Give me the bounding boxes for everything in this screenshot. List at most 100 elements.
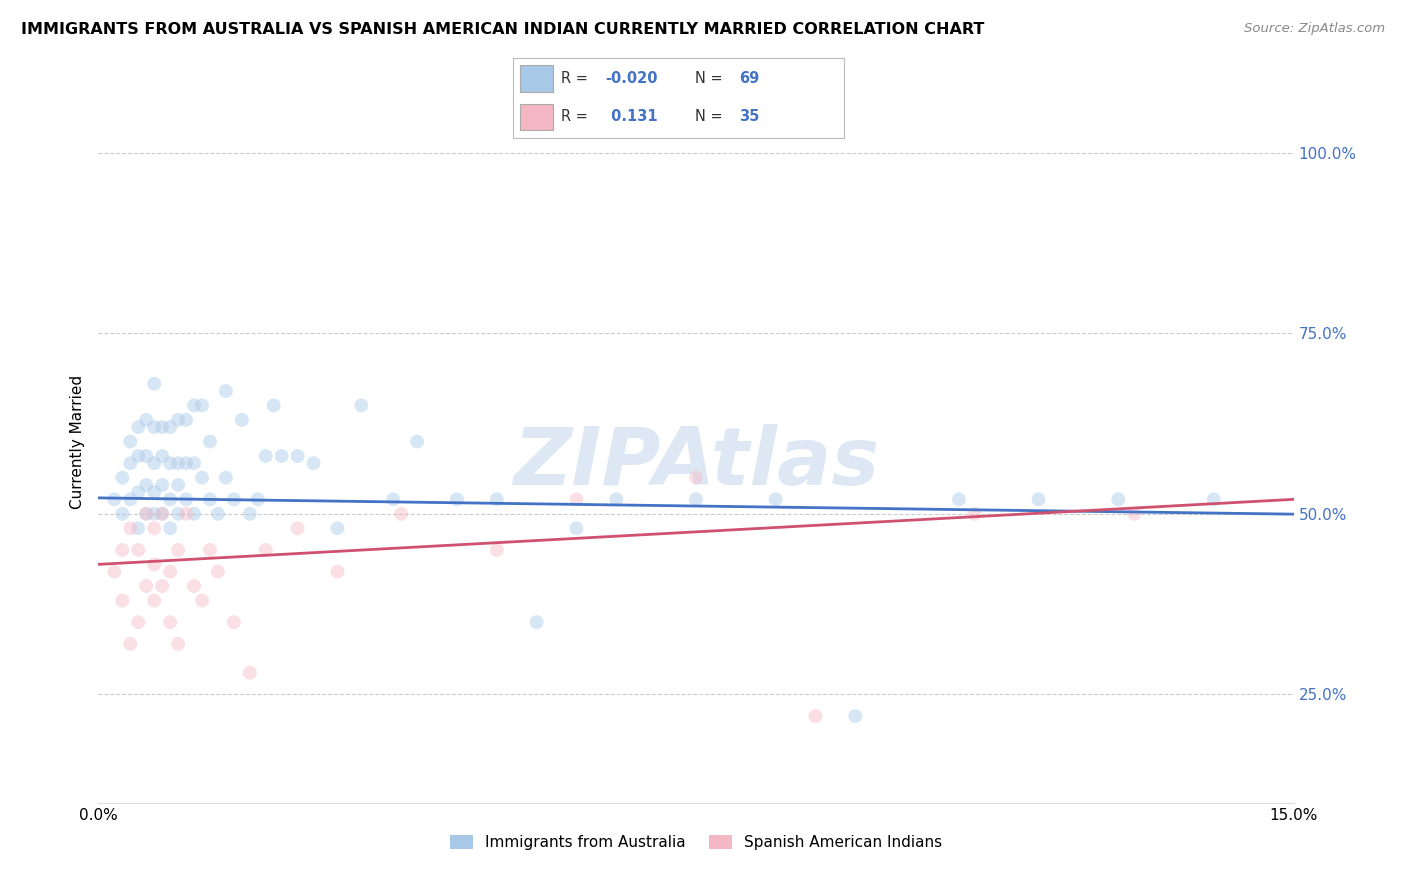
- Point: [120, 521, 142, 535]
- Point: [254, 542, 277, 557]
- Point: [111, 593, 134, 607]
- Text: ZIPAtlas: ZIPAtlas: [513, 425, 879, 502]
- Point: [150, 420, 173, 434]
- Point: [135, 478, 157, 492]
- Point: [127, 542, 149, 557]
- FancyBboxPatch shape: [520, 103, 553, 130]
- Point: [183, 398, 205, 412]
- Point: [1107, 492, 1129, 507]
- Point: [287, 521, 309, 535]
- Point: [406, 434, 429, 449]
- Text: 69: 69: [740, 71, 759, 86]
- Point: [111, 507, 134, 521]
- Point: [103, 565, 125, 579]
- Point: [1123, 507, 1146, 521]
- Point: [167, 542, 190, 557]
- Point: [174, 492, 197, 507]
- Point: [191, 470, 214, 484]
- Point: [685, 492, 707, 507]
- Point: [120, 434, 142, 449]
- Point: [183, 507, 205, 521]
- Y-axis label: Currently Married: Currently Married: [69, 375, 84, 508]
- Point: [389, 507, 412, 521]
- Point: [143, 376, 166, 391]
- Legend: Immigrants from Australia, Spanish American Indians: Immigrants from Australia, Spanish Ameri…: [444, 830, 948, 856]
- Text: Source: ZipAtlas.com: Source: ZipAtlas.com: [1244, 22, 1385, 36]
- Point: [198, 492, 221, 507]
- Point: [565, 492, 588, 507]
- Point: [127, 615, 149, 630]
- Point: [222, 492, 245, 507]
- Point: [191, 398, 214, 412]
- Point: [167, 507, 190, 521]
- Point: [326, 521, 349, 535]
- Point: [127, 521, 149, 535]
- Point: [150, 449, 173, 463]
- Point: [1202, 492, 1225, 507]
- Text: N =: N =: [695, 110, 723, 125]
- Point: [150, 507, 173, 521]
- Point: [111, 542, 134, 557]
- Point: [270, 449, 292, 463]
- Point: [174, 413, 197, 427]
- Point: [150, 579, 173, 593]
- Point: [150, 478, 173, 492]
- Point: [485, 492, 508, 507]
- Point: [605, 492, 627, 507]
- Point: [239, 665, 262, 680]
- Text: 0.131: 0.131: [606, 110, 658, 125]
- Point: [167, 413, 190, 427]
- Point: [183, 456, 205, 470]
- Point: [150, 507, 173, 521]
- Point: [159, 456, 181, 470]
- Point: [167, 637, 190, 651]
- Point: [765, 492, 787, 507]
- Point: [685, 470, 707, 484]
- Point: [804, 709, 827, 723]
- Point: [350, 398, 373, 412]
- Point: [207, 565, 229, 579]
- Point: [263, 398, 285, 412]
- Point: [254, 449, 277, 463]
- Point: [174, 456, 197, 470]
- Point: [215, 470, 238, 484]
- Point: [183, 579, 205, 593]
- Point: [526, 615, 548, 630]
- Point: [565, 521, 588, 535]
- Point: [159, 521, 181, 535]
- Point: [143, 521, 166, 535]
- Point: [485, 542, 508, 557]
- Point: [198, 542, 221, 557]
- Text: R =: R =: [561, 71, 588, 86]
- Point: [948, 492, 970, 507]
- Point: [143, 456, 166, 470]
- Point: [1028, 492, 1050, 507]
- Point: [302, 456, 325, 470]
- Point: [120, 456, 142, 470]
- Point: [222, 615, 245, 630]
- Point: [844, 709, 866, 723]
- Point: [143, 485, 166, 500]
- Text: -0.020: -0.020: [606, 71, 658, 86]
- Point: [143, 507, 166, 521]
- Point: [127, 449, 149, 463]
- Point: [215, 384, 238, 398]
- Point: [287, 449, 309, 463]
- Point: [167, 456, 190, 470]
- Point: [143, 420, 166, 434]
- Point: [174, 507, 197, 521]
- Point: [103, 492, 125, 507]
- Text: R =: R =: [561, 110, 588, 125]
- Point: [191, 593, 214, 607]
- Point: [198, 434, 221, 449]
- Point: [135, 507, 157, 521]
- Point: [159, 565, 181, 579]
- Point: [326, 565, 349, 579]
- Point: [239, 507, 262, 521]
- Point: [963, 507, 986, 521]
- Point: [127, 420, 149, 434]
- Point: [446, 492, 468, 507]
- Point: [382, 492, 405, 507]
- Point: [159, 420, 181, 434]
- Point: [143, 558, 166, 572]
